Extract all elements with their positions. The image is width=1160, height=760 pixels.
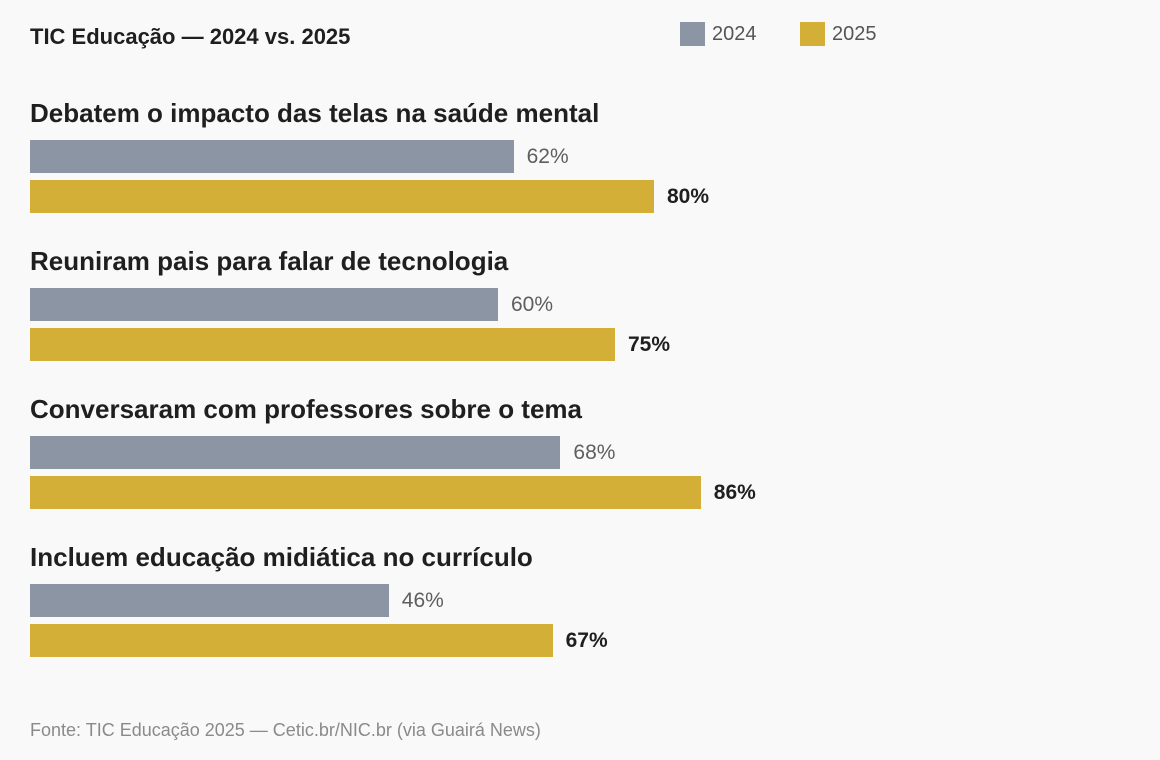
value-label-2025: 86% xyxy=(713,481,756,504)
bar-2025 xyxy=(30,180,654,213)
legend-label-2025: 2025 xyxy=(832,22,877,45)
bar-2024 xyxy=(30,288,498,321)
category-label: Conversaram com professores sobre o tema xyxy=(30,394,582,424)
bar-2024 xyxy=(30,140,514,173)
value-label-2025: 75% xyxy=(628,333,671,356)
category-label: Reuniram pais para falar de tecnologia xyxy=(30,246,509,276)
legend-swatch-2024 xyxy=(680,22,705,46)
legend-item-2024: 2024 xyxy=(680,21,757,47)
bar-2024 xyxy=(30,584,389,617)
bar-group: Reuniram pais para falar de tecnologia 6… xyxy=(30,244,1130,392)
chart-title: TIC Educação — 2024 vs. 2025 xyxy=(30,24,351,49)
category-label: Incluem educação midiática no currículo xyxy=(30,542,533,572)
bar-2024 xyxy=(30,436,561,469)
bar-2025 xyxy=(30,328,615,361)
source-note: Fonte: TIC Educação 2025 — Cetic.br/NIC.… xyxy=(30,720,541,740)
bar-2025 xyxy=(30,476,701,509)
bar-group: Conversaram com professores sobre o tema… xyxy=(30,392,1130,540)
legend-swatch-2025 xyxy=(800,22,825,46)
value-label-2024: 46% xyxy=(401,589,444,612)
legend-item-2025: 2025 xyxy=(800,21,877,47)
bar-group: Incluem educação midiática no currículo … xyxy=(30,540,1130,688)
category-label: Debatem o impacto das telas na saúde men… xyxy=(30,98,600,128)
value-label-2024: 60% xyxy=(511,293,554,316)
value-label-2024: 68% xyxy=(573,441,616,464)
legend-label-2024: 2024 xyxy=(712,22,757,45)
value-label-2025: 80% xyxy=(667,185,710,208)
bar-2025 xyxy=(30,624,553,657)
value-label-2024: 62% xyxy=(526,145,569,168)
value-label-2025: 67% xyxy=(565,629,608,652)
bar-group: Debatem o impacto das telas na saúde men… xyxy=(30,96,1130,244)
